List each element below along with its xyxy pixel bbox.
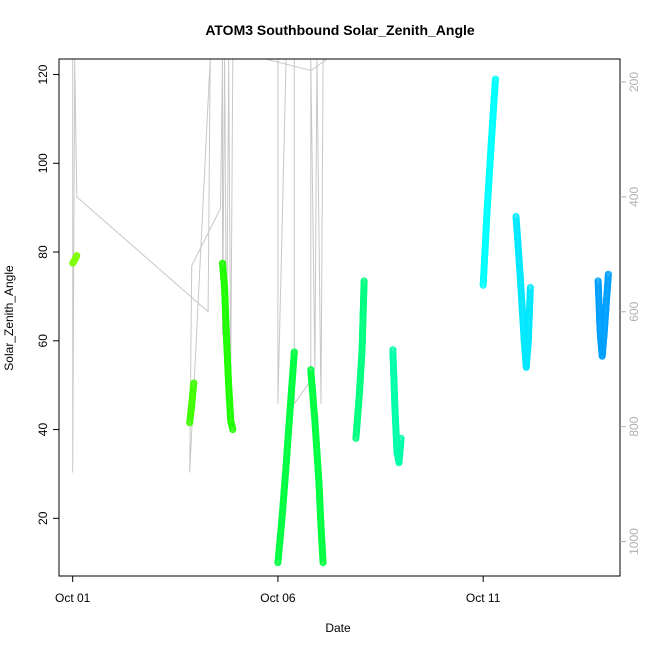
x-tick-label: Oct 01 (55, 591, 91, 605)
x-axis: Oct 01 Oct 06 Oct 11 (55, 576, 501, 605)
y-tick-label: 20 (36, 511, 50, 525)
data-point (319, 559, 327, 567)
y-tick-label: 80 (36, 245, 50, 259)
series-4 (274, 348, 327, 567)
series-9 (594, 270, 612, 360)
data-point (290, 348, 298, 356)
data-point (604, 270, 612, 278)
data-point (229, 426, 237, 434)
y-axis-label: Solar_Zenith_Angle (2, 265, 16, 371)
data-point (360, 277, 368, 285)
y-axis: 20 40 60 80 100 120 (36, 64, 59, 525)
y2-tick-label: 400 (627, 187, 641, 207)
y-tick-label: 120 (36, 64, 50, 84)
data-point (492, 75, 499, 83)
series-2 (186, 379, 198, 427)
chart-title: ATOM3 Southbound Solar_Zenith_Angle (205, 22, 475, 38)
y2-tick-label: 600 (627, 301, 641, 321)
y-tick-label: 100 (36, 153, 50, 173)
data-series (69, 75, 612, 567)
series-5 (352, 277, 368, 442)
series-8 (512, 213, 534, 371)
x-tick-label: Oct 06 (260, 591, 296, 605)
y-tick-label: 40 (36, 423, 50, 437)
series-3 (219, 259, 237, 434)
y-axis-right: 200 400 600 800 1000 (620, 72, 641, 555)
series-7 (479, 75, 499, 289)
x-tick-label: Oct 11 (466, 591, 501, 605)
data-point (190, 379, 198, 387)
y2-tick-label: 200 (627, 72, 641, 92)
x-axis-label: Date (325, 621, 351, 635)
series-1 (69, 252, 81, 267)
series-6 (389, 346, 405, 467)
data-point (397, 434, 405, 442)
data-point (73, 252, 81, 260)
plot-frame (58, 58, 621, 577)
y-tick-label: 60 (36, 334, 50, 348)
y2-tick-label: 1000 (627, 528, 641, 555)
y2-tick-label: 800 (627, 416, 641, 436)
data-point (526, 284, 534, 291)
